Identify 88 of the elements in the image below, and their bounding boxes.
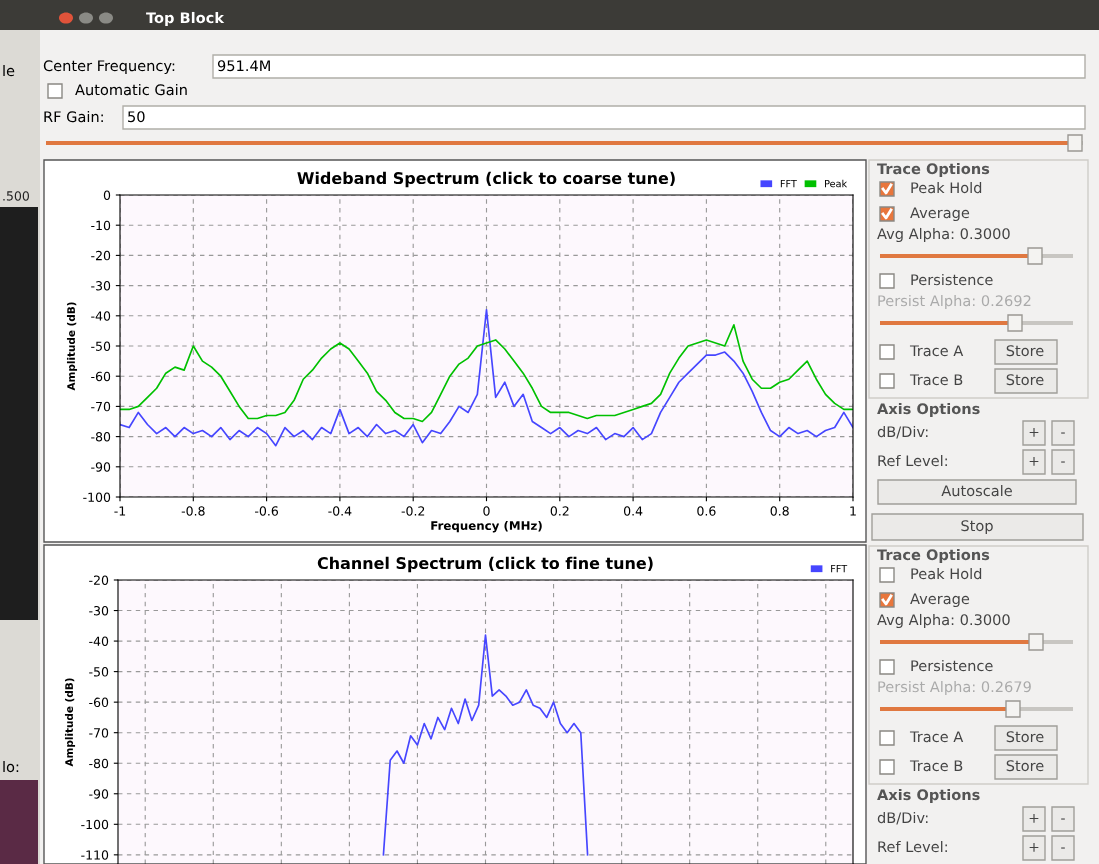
y-tick-label: -50 (89, 667, 109, 677)
y-tick-label: -40 (91, 311, 111, 321)
text: - (1061, 432, 1065, 434)
text: le (3, 64, 15, 77)
y-tick-label: -80 (91, 432, 111, 442)
text: Trace Options (877, 548, 990, 564)
text: .500 (3, 191, 29, 201)
text: Average (910, 207, 970, 222)
text: Avg Alpha: 0.3000 (877, 227, 1010, 243)
text: 50 (128, 111, 145, 123)
legend-label: FFT (831, 565, 848, 573)
text: Trace B (909, 374, 963, 386)
text: Peak Hold (911, 567, 982, 580)
x-tick-label: -1 (114, 506, 126, 516)
text: Average (910, 593, 970, 608)
x-tick-label: 0.2 (550, 506, 569, 516)
x-tick-label: 0.8 (770, 506, 789, 516)
text: + (1029, 428, 1039, 437)
x-tick-label: -0.6 (255, 506, 279, 516)
x-tick-label: 0.4 (623, 506, 643, 516)
y-tick-label: -90 (91, 462, 111, 472)
text: Persist Alpha: 0.2679 (878, 680, 1031, 696)
y-tick-label: -100 (83, 492, 111, 502)
text: dB/Div: (877, 811, 928, 825)
text: Axis Options (877, 788, 980, 804)
text: Autoscale (941, 484, 1012, 497)
text: Axis Options (877, 402, 980, 418)
legend-label: FFT (780, 180, 797, 188)
text: Trace Options (877, 162, 990, 178)
y-tick-label: -20 (89, 575, 109, 585)
y-tick-label: -110 (81, 850, 109, 860)
text: Store (1006, 345, 1044, 357)
text: RF Gain: (44, 110, 103, 123)
text: 951.4M (217, 60, 270, 72)
legend-label: Peak (825, 179, 848, 188)
text: Trace A (909, 731, 964, 743)
text: + (1029, 843, 1039, 852)
y-tick-label: -70 (91, 401, 111, 412)
chart-title: Wideband Spectrum (click to coarse tune) (297, 171, 675, 188)
text: - (1061, 818, 1065, 820)
text: Store (1006, 760, 1044, 772)
text: - (1061, 461, 1065, 463)
text: Trace A (909, 345, 964, 357)
text: Store (1006, 374, 1044, 386)
line-series (382, 634, 589, 856)
text: Stop (961, 520, 993, 535)
x-tick-label: -0.4 (328, 506, 352, 516)
text: Store (1006, 731, 1044, 743)
line-series (120, 324, 853, 423)
x-tick-label: -0.8 (181, 506, 205, 516)
text: Persist Alpha: 0.2692 (878, 294, 1031, 310)
y-axis-title: Amplitude (dB) (64, 678, 76, 767)
y-tick-label: -30 (91, 281, 111, 291)
x-tick-label: 0 (483, 506, 490, 516)
y-tick-label: -50 (91, 341, 111, 351)
text: - (1061, 847, 1065, 849)
text: dB/Div: (877, 425, 928, 439)
y-tick-label: -10 (91, 220, 111, 231)
y-tick-label: -100 (81, 819, 109, 830)
text: Ref Level: (878, 454, 947, 467)
text: + (1029, 814, 1039, 823)
y-tick-label: -60 (89, 697, 109, 708)
x-tick-label: -0.2 (401, 506, 425, 516)
x-tick-label: 0.6 (697, 506, 716, 516)
y-tick-label: 0 (103, 190, 111, 200)
y-tick-label: -30 (89, 606, 109, 616)
text: Automatic Gain (75, 83, 187, 96)
y-tick-label: -80 (89, 758, 109, 769)
text: Persistence (911, 659, 993, 672)
text: lo: (3, 760, 19, 773)
y-tick-label: -40 (89, 636, 109, 646)
text: Top Block (146, 11, 225, 27)
text: Peak Hold (911, 181, 982, 194)
text: + (1029, 457, 1039, 466)
y-tick-label: -70 (89, 728, 109, 738)
y-tick-label: -20 (91, 250, 111, 261)
text: Trace B (909, 760, 963, 772)
y-tick-label: -60 (91, 371, 111, 382)
x-axis-title: Frequency (MHz) (431, 520, 542, 533)
chart-title: Channel Spectrum (click to fine tune) (317, 556, 653, 573)
line-series (120, 308, 853, 447)
y-axis-title: Amplitude (dB) (66, 302, 78, 391)
text: Persistence (911, 273, 993, 286)
y-tick-label: -90 (89, 789, 109, 799)
text: Center Frequency: (43, 60, 175, 75)
text: Ref Level: (878, 840, 947, 853)
text: Avg Alpha: 0.3000 (877, 613, 1010, 629)
x-tick-label: 1 (850, 506, 856, 516)
